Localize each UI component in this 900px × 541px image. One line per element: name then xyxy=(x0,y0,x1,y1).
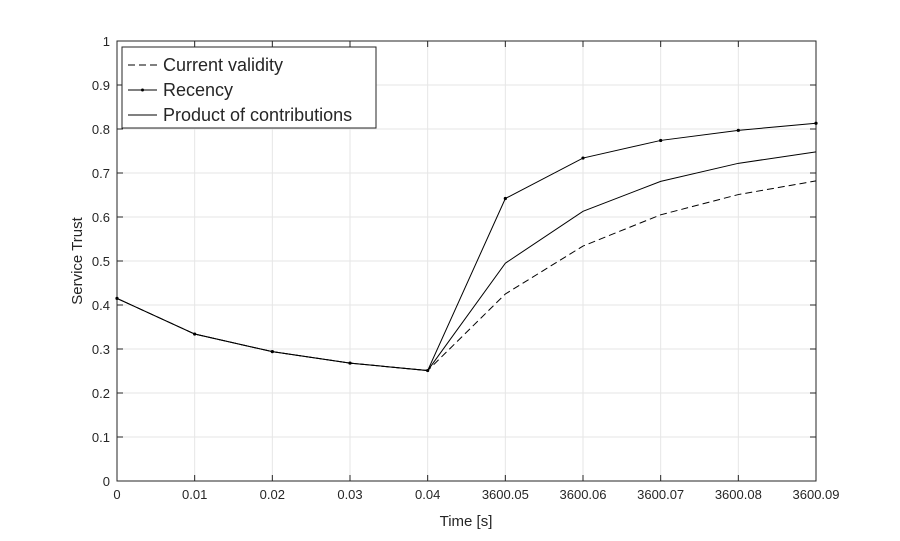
x-tick-label: 0 xyxy=(113,487,120,502)
data-point-recency xyxy=(814,121,818,125)
x-tick-label: 3600.06 xyxy=(560,487,607,502)
x-tick-label: 3600.08 xyxy=(715,487,762,502)
x-tick-label: 3600.09 xyxy=(793,487,840,502)
x-tick-label: 3600.05 xyxy=(482,487,529,502)
y-tick-label: 0.6 xyxy=(92,210,110,225)
data-point-recency xyxy=(581,156,585,160)
y-axis-label: Service Trust xyxy=(69,216,86,304)
y-tick-label: 1 xyxy=(103,34,110,49)
series-group xyxy=(115,121,818,373)
x-tick-label: 0.03 xyxy=(337,487,362,502)
tick-labels: 0 0.01 0.02 0.03 0.04 3600.05 3600.06 3600.07 36… xyxy=(92,34,840,502)
data-point-recency xyxy=(659,138,663,143)
y-tick-label: 0.2 xyxy=(92,386,110,401)
data-point-recency xyxy=(736,128,740,132)
data-point-recency xyxy=(503,196,507,201)
legend: Current validity Recency Product of cont… xyxy=(121,46,377,129)
y-tick-label: 0.1 xyxy=(92,430,110,445)
y-tick-label: 0.8 xyxy=(92,122,110,137)
y-tick-label: 0.4 xyxy=(92,298,110,313)
x-tick-label: 0.01 xyxy=(182,487,207,502)
legend-marker-recency xyxy=(141,88,144,92)
axes xyxy=(116,40,817,482)
x-tick-label: 0.02 xyxy=(260,487,285,502)
x-tick-label: 0.04 xyxy=(415,487,440,502)
legend-label-current-validity: Current validity xyxy=(163,55,283,75)
series-line-product-of-contributions xyxy=(116,151,817,372)
y-tick-label: 0.9 xyxy=(92,78,110,93)
x-axis-label: Time [s] xyxy=(440,513,493,530)
legend-label-product-of-contributions: Product of contributions xyxy=(163,105,352,125)
y-tick-label: 0.5 xyxy=(92,254,110,269)
y-tick-label: 0.7 xyxy=(92,166,110,181)
x-tick-label: 3600.07 xyxy=(637,487,684,502)
y-tick-label: 0 xyxy=(103,474,110,489)
y-tick-label: 0.3 xyxy=(92,342,110,357)
legend-label-recency: Recency xyxy=(163,80,233,100)
legend-box xyxy=(121,46,377,129)
